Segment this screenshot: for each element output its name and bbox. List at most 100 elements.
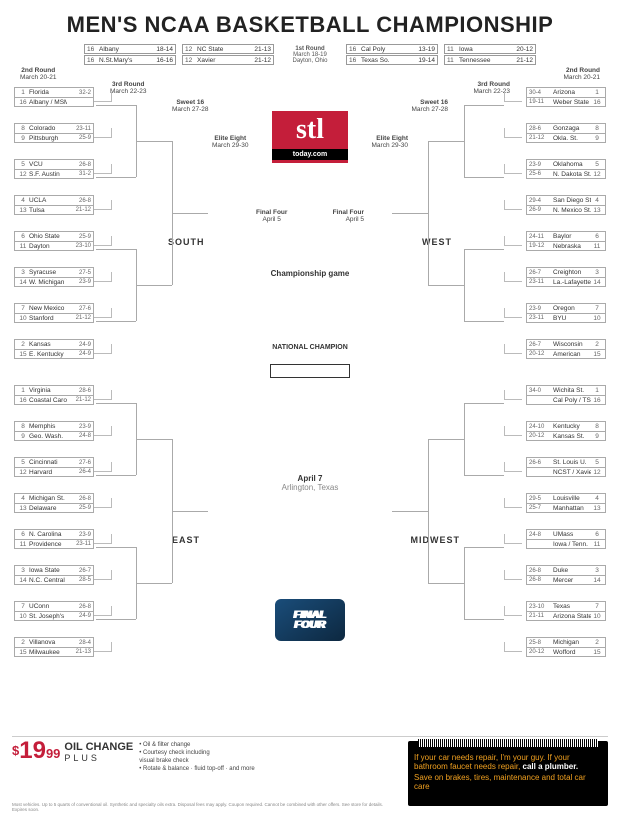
team-slot: 4UCLA26-8 (14, 195, 94, 205)
team-slot: 2Wisconsin26-7 (526, 339, 606, 349)
region-south: SOUTH (168, 237, 205, 247)
team-slot: 7Texas23-10 (526, 601, 606, 611)
team-slot: 11Nebraska19-12 (526, 241, 606, 251)
team-slot: 7New Mexico27-6 (14, 303, 94, 313)
playin-team: 16Cal Poly13-19 (346, 44, 438, 54)
team-slot: 16Cal Poly / TSU (526, 395, 606, 405)
team-slot: 13Delaware25-9 (14, 503, 94, 513)
team-slot: 8Gonzaga28-6 (526, 123, 606, 133)
team-slot: 14Mercer26-8 (526, 575, 606, 585)
team-slot: 6N. Carolina23-9 (14, 529, 94, 539)
repair-ad: If your car needs repair, I'm your guy. … (408, 741, 608, 806)
bracket: 2nd RoundMarch 20-21 3rd RoundMarch 22-2… (0, 69, 620, 689)
team-slot: 2Villanova28-4 (14, 637, 94, 647)
sweet16-label-left: Sweet 16March 27-28 (172, 99, 209, 113)
team-slot: 13Manhattan25-7 (526, 503, 606, 513)
team-slot: 16Weber State19-11 (526, 97, 606, 107)
national-champion-label: NATIONAL CHAMPION (270, 344, 350, 351)
team-slot: 15American20-12 (526, 349, 606, 359)
ad-bullets: • Oil & filter change• Courtesy check in… (139, 741, 319, 806)
playin-team: 16N.St.Mary's16-16 (84, 55, 176, 65)
region-east: EAST (172, 535, 200, 545)
elite8-label-left: Elite EightMarch 29-30 (212, 135, 249, 149)
team-slot: 6Baylor24-11 (526, 231, 606, 241)
team-slot: 11Dayton23-10 (14, 241, 94, 251)
team-slot: 10Stanford21-12 (14, 313, 94, 323)
team-slot: 5St. Louis U.26-6 (526, 457, 606, 467)
team-slot: 3Creighton26-7 (526, 267, 606, 277)
team-slot: 8Memphis23-9 (14, 421, 94, 431)
final-four-logo: FINALFOUR (270, 599, 350, 647)
team-slot: 11Providence23-11 (14, 539, 94, 549)
finalfour-label-right: Final FourApril 5 (333, 209, 364, 223)
team-slot: 2Michigan25-8 (526, 637, 606, 647)
first-round-city: Dayton, Ohio (280, 58, 340, 64)
team-slot: 11Iowa / Tenn. (526, 539, 606, 549)
team-slot: 1Wichita St.34-0 (526, 385, 606, 395)
playin-team: 11Tennessee21-12 (444, 55, 536, 65)
team-slot: 4San Diego St.29-4 (526, 195, 606, 205)
ad-fineprint: Most vehicles. Up to 5 quarts of convent… (12, 802, 390, 812)
team-slot: 16Albany / MSM (14, 97, 94, 107)
team-slot: 3Iowa State26-7 (14, 565, 94, 575)
sweet16-label-right: Sweet 16March 27-28 (412, 99, 449, 113)
team-slot: 15Wofford20-12 (526, 647, 606, 657)
team-slot: 14W. Michigan23-9 (14, 277, 94, 287)
team-slot: 7UConn26-8 (14, 601, 94, 611)
team-slot: 12Harvard26-4 (14, 467, 94, 477)
team-slot: 3Syracuse27-5 (14, 267, 94, 277)
round3-label-left: 3rd RoundMarch 22-23 (110, 81, 147, 95)
final-date-city: April 7Arlington, Texas (270, 474, 350, 492)
team-slot: 5VCU26-8 (14, 159, 94, 169)
team-slot: 2Kansas24-9 (14, 339, 94, 349)
team-slot: 6Ohio State25-9 (14, 231, 94, 241)
finalfour-label-left: Final FourApril 5 (256, 209, 287, 223)
team-slot: 1Florida32-2 (14, 87, 94, 97)
team-slot: 9Kansas St.20-12 (526, 431, 606, 441)
team-slot: 4Michigan St.26-8 (14, 493, 94, 503)
team-slot: 15Milwaukee21-13 (14, 647, 94, 657)
elite8-label-right: Elite EightMarch 29-30 (372, 135, 409, 149)
playin-team: 16Albany18-14 (84, 44, 176, 54)
team-slot: 14La.-Lafayette23-11 (526, 277, 606, 287)
region-midwest: MIDWEST (411, 535, 461, 545)
round2-label-left: 2nd RoundMarch 20-21 (20, 67, 57, 81)
playin-team: 11Iowa20-12 (444, 44, 536, 54)
team-slot: 7Oregon23-9 (526, 303, 606, 313)
team-slot: 12NCST / Xavier (526, 467, 606, 477)
playin-team: 12NC State21-13 (182, 44, 274, 54)
team-slot: 14N.C. Central28-5 (14, 575, 94, 585)
play-in-games: 16Albany18-1416N.St.Mary's16-16 12NC Sta… (0, 44, 620, 65)
championship-label: Championship game (270, 269, 350, 278)
team-slot: 9Geo. Wash.24-8 (14, 431, 94, 441)
team-slot: 10Arizona State21-11 (526, 611, 606, 621)
stl-logo: stl today.com (272, 111, 348, 163)
team-slot: 15E. Kentucky24-9 (14, 349, 94, 359)
team-slot: 1Arizona30-4 (526, 87, 606, 97)
team-slot: 12N. Dakota St.25-6 (526, 169, 606, 179)
team-slot: 1Virginia28-6 (14, 385, 94, 395)
team-slot: 6UMass24-8 (526, 529, 606, 539)
champion-box (270, 364, 350, 378)
team-slot: 10BYU23-11 (526, 313, 606, 323)
region-west: WEST (422, 237, 452, 247)
playin-team: 12Xavier21-12 (182, 55, 274, 65)
team-slot: 10St. Joseph's24-9 (14, 611, 94, 621)
ad-footer: $1999 OIL CHANGEPLUS • Oil & filter chan… (12, 736, 608, 806)
team-slot: 12S.F. Austin31-2 (14, 169, 94, 179)
team-slot: 13Tulsa21-12 (14, 205, 94, 215)
team-slot: 5Cincinnati27-6 (14, 457, 94, 467)
team-slot: 13N. Mexico St.26-9 (526, 205, 606, 215)
playin-team: 16Texas So.19-14 (346, 55, 438, 65)
team-slot: 5Oklahoma23-9 (526, 159, 606, 169)
team-slot: 16Coastal Caro.21-12 (14, 395, 94, 405)
team-slot: 9Pittsburgh25-9 (14, 133, 94, 143)
team-slot: 4Louisville29-5 (526, 493, 606, 503)
team-slot: 9Okla. St.21-12 (526, 133, 606, 143)
team-slot: 3Duke26-8 (526, 565, 606, 575)
round2-label-right: 2nd RoundMarch 20-21 (564, 67, 601, 81)
oil-change-ad: $1999 OIL CHANGEPLUS (12, 741, 133, 806)
team-slot: 8Kentucky24-10 (526, 421, 606, 431)
page-title: MEN'S NCAA BASKETBALL CHAMPIONSHIP (0, 12, 620, 38)
team-slot: 8Colorado23-11 (14, 123, 94, 133)
